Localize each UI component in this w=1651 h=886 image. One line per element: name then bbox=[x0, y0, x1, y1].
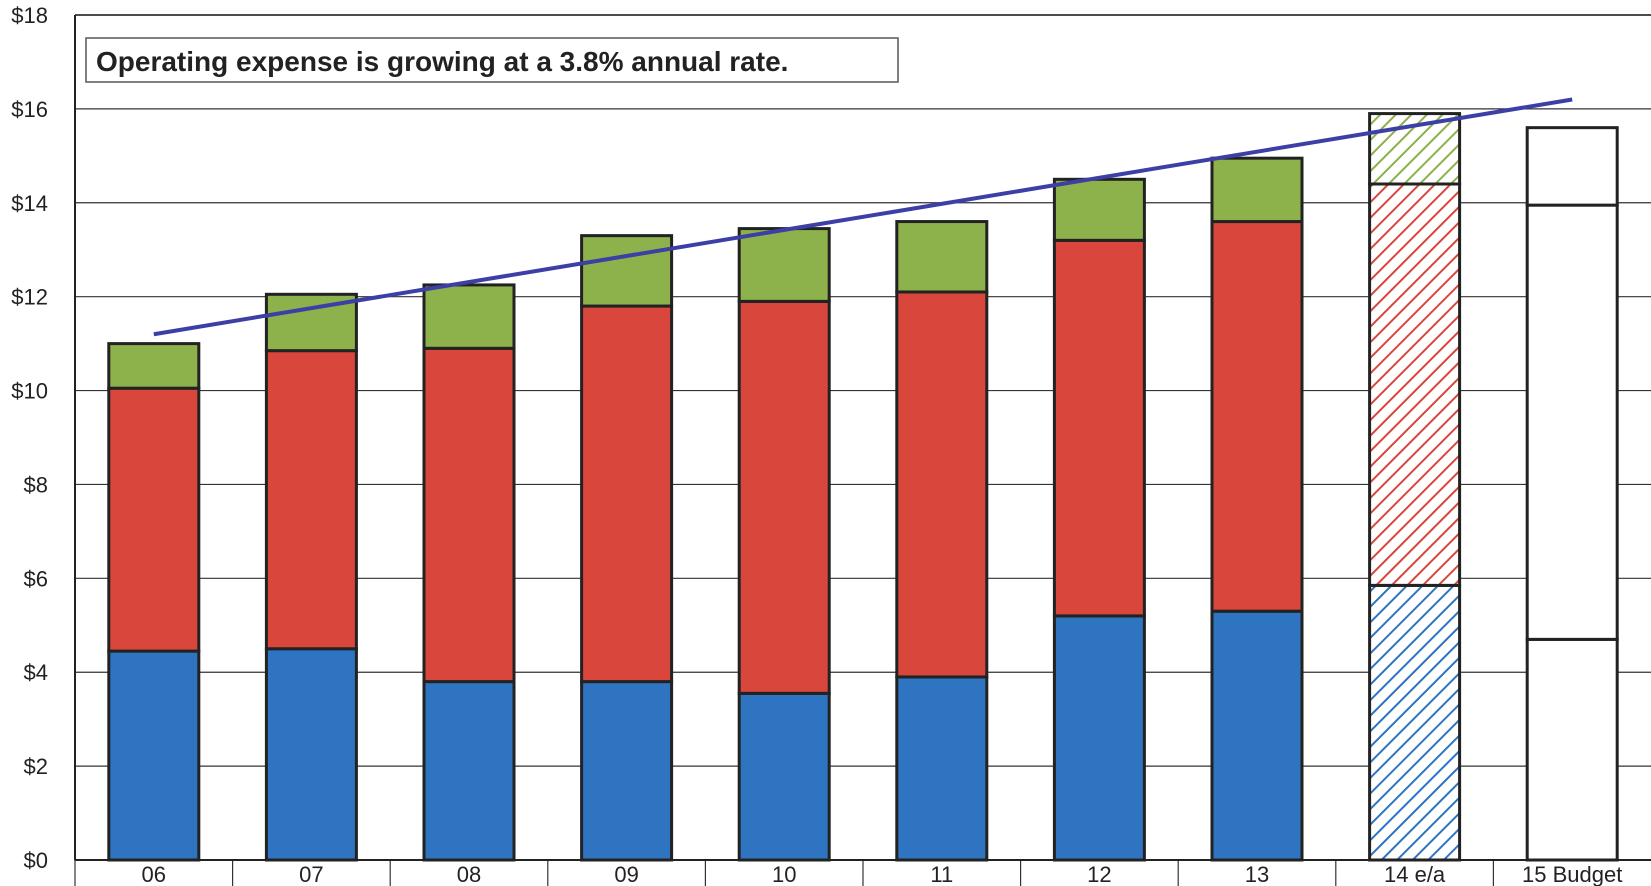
bar-segment bbox=[737, 299, 831, 695]
bar-segment bbox=[1525, 203, 1619, 641]
bar-segment bbox=[1525, 126, 1619, 207]
x-tick-label: 10 bbox=[772, 862, 796, 886]
x-tick-label: 08 bbox=[457, 862, 481, 886]
annotation-group: Operating expense is growing at a 3.8% a… bbox=[85, 37, 899, 83]
bar-segment bbox=[422, 346, 516, 684]
x-tick-label: 13 bbox=[1245, 862, 1269, 886]
bar-segment bbox=[264, 349, 358, 651]
y-tick-label: $4 bbox=[24, 660, 48, 685]
bar-segment bbox=[737, 227, 831, 303]
y-tick-label: $16 bbox=[11, 97, 48, 122]
bar-segment bbox=[107, 649, 201, 862]
x-tick-label: 11 bbox=[930, 862, 953, 886]
bar-segment bbox=[737, 691, 831, 862]
y-tick-label: $18 bbox=[11, 3, 48, 28]
x-tick-label: 15 Budget bbox=[1522, 862, 1622, 886]
bar-segment bbox=[107, 386, 201, 653]
tick-labels: $0 $2 $4 $6 $8 $10 $12 $14 $16 $18 06 07 08 09 10 11 12 1… bbox=[11, 3, 1622, 886]
bar-segment bbox=[1525, 637, 1619, 862]
y-tick-label: $6 bbox=[24, 566, 48, 591]
bar-segment bbox=[1210, 156, 1304, 224]
trend-line-group bbox=[153, 97, 1573, 337]
x-tick-label: 07 bbox=[299, 862, 323, 886]
bar-segment bbox=[264, 647, 358, 862]
bars bbox=[107, 112, 1619, 862]
bar-segment bbox=[580, 680, 674, 862]
bar-segment bbox=[1210, 609, 1304, 862]
bar-segment bbox=[895, 290, 989, 679]
bar-segment bbox=[1368, 182, 1462, 587]
bar-segment bbox=[1052, 238, 1146, 618]
bar-segment bbox=[422, 283, 516, 350]
bar-segment bbox=[580, 234, 674, 308]
annotation-text: Operating expense is growing at a 3.8% a… bbox=[96, 46, 788, 77]
bar-segment bbox=[1052, 614, 1146, 862]
y-tick-label: $10 bbox=[11, 379, 48, 404]
bar-segment bbox=[107, 342, 201, 390]
y-tick-label: $0 bbox=[24, 848, 48, 873]
x-tick-label: 14 e/a bbox=[1384, 862, 1446, 886]
bar-segment bbox=[422, 680, 516, 862]
y-tick-label: $8 bbox=[24, 472, 48, 497]
x-tick-label: 12 bbox=[1087, 862, 1111, 886]
bar-segment bbox=[1368, 583, 1462, 862]
bar-segment bbox=[1210, 220, 1304, 613]
bar-segment bbox=[895, 220, 989, 294]
y-tick-label: $14 bbox=[11, 191, 48, 216]
x-tick-label: 06 bbox=[142, 862, 166, 886]
trend-line bbox=[153, 97, 1573, 337]
bar-segment bbox=[580, 304, 674, 684]
y-tick-label: $2 bbox=[24, 754, 48, 779]
bar-segment bbox=[895, 675, 989, 862]
axes bbox=[74, 14, 1651, 886]
bar-segment bbox=[1052, 177, 1146, 242]
annotation-box bbox=[85, 37, 899, 83]
y-tick-label: $12 bbox=[11, 285, 48, 310]
x-tick-label: 09 bbox=[614, 862, 638, 886]
